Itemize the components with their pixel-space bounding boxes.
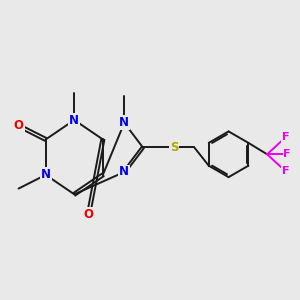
- Text: O: O: [84, 208, 94, 221]
- Text: N: N: [69, 113, 79, 127]
- Text: N: N: [119, 166, 129, 178]
- Text: O: O: [14, 119, 24, 132]
- Text: F: F: [282, 132, 290, 142]
- Text: F: F: [282, 167, 290, 176]
- Text: F: F: [284, 149, 291, 159]
- Text: N: N: [119, 116, 129, 129]
- Text: N: N: [41, 168, 51, 182]
- Text: S: S: [170, 141, 178, 154]
